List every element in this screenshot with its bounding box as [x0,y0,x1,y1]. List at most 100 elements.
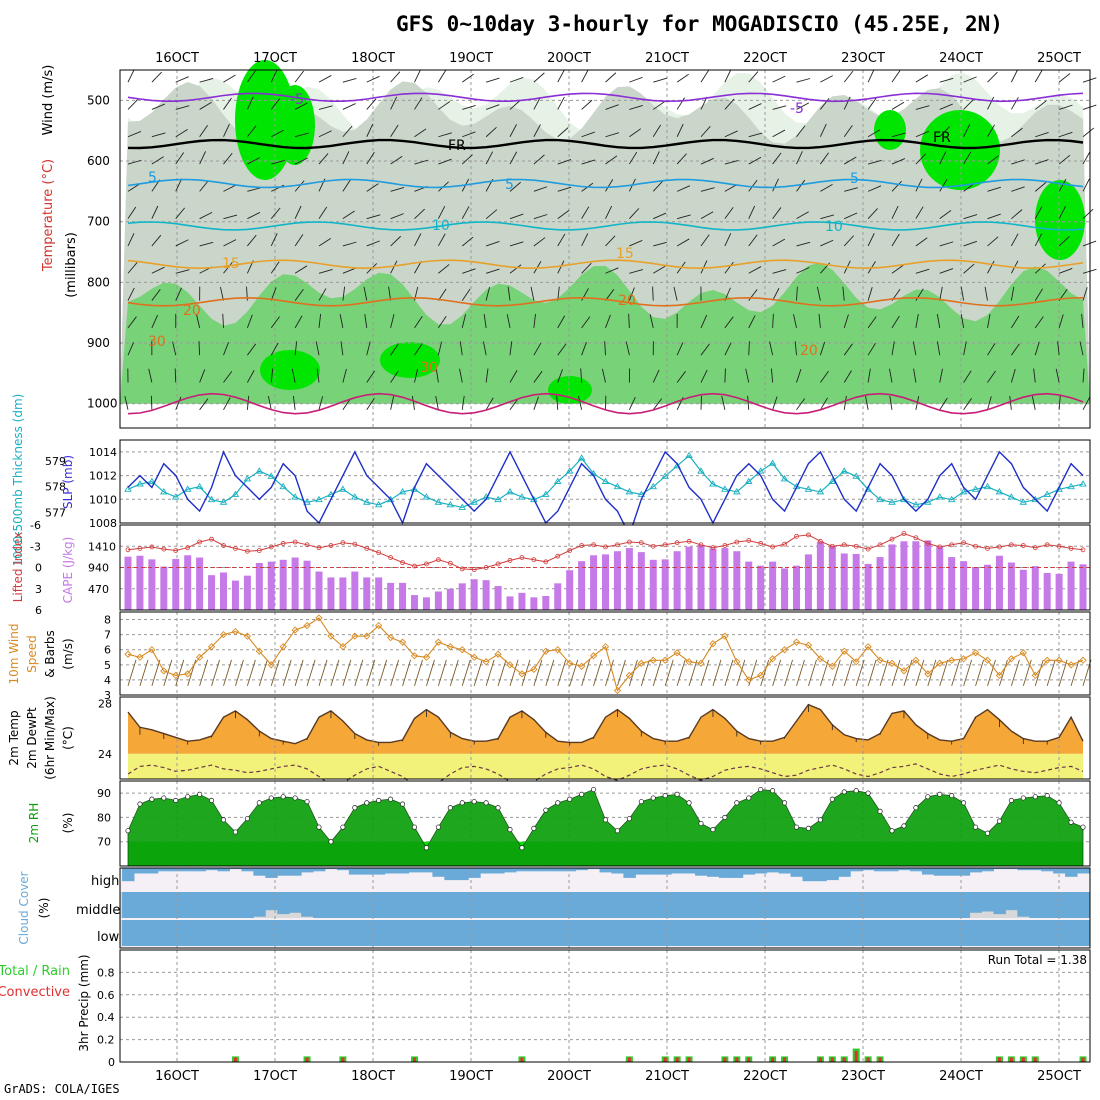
thickness-point [577,454,586,461]
wind-point [661,656,669,664]
upper-barb [557,286,560,301]
wind-ytick: 6 [104,644,111,657]
wind-point [589,652,598,660]
upper-barb [174,368,177,383]
upper-barb [868,159,882,165]
cloud-bar [897,920,911,946]
cloud-bar [313,868,326,872]
dew-line [127,763,1084,790]
upper-barb [629,240,643,247]
cloud-bar [504,868,517,873]
cloud-bar [742,920,756,946]
upper-barb [820,183,833,192]
thickness-point [160,488,168,495]
panel-frame-cape [119,524,1091,611]
cloud-bar [718,892,732,918]
wind-barb [915,659,925,687]
cloud-bar [874,892,887,918]
rh-point [364,800,370,806]
thickness-point [494,495,502,503]
rh-point [125,828,131,834]
lifted-point [698,542,704,548]
upper-barb [509,398,519,411]
cloud-bar [981,892,994,912]
wind-point [1019,649,1027,657]
upper-barb [533,186,548,192]
wind-barb [975,659,984,687]
isotherm-label: 30 [420,360,438,376]
upper-barb [1010,97,1019,110]
cloud-bar [169,892,183,918]
cloud-bar [480,920,493,946]
isotherm-label: 15 [616,246,634,262]
cloud-bar [671,892,684,918]
cloud-bar [826,920,839,946]
upper-barb [748,266,762,274]
precip-conv-bar [305,1057,309,1062]
cape-bar [900,541,908,610]
cloud-bar [730,920,744,946]
upper-barb [581,69,589,83]
upper-barb [772,152,782,165]
upper-barb [867,97,877,110]
precip-conv-bar [854,1050,858,1062]
upper-barb [796,179,806,192]
upper-barb [247,234,257,247]
cape-bar [196,557,204,610]
upper-barb [557,96,565,110]
upper-barb [915,268,930,274]
upper-barb [796,398,806,411]
upper-barb [844,187,858,192]
wind-point [434,638,443,646]
upper-barb [605,267,619,274]
upper-barb [1011,209,1023,220]
thickness-point [744,477,753,484]
wind-barb [449,659,459,687]
wind-point [721,632,729,640]
wind-barb [402,659,411,687]
cape-bar [1019,569,1027,610]
cape-bar [458,583,466,610]
rh-point [197,791,203,797]
upper-barb [625,341,630,356]
upper-barb [318,75,332,83]
lifted-point [794,533,799,539]
upper-barb [867,185,882,192]
lifted-point [1032,545,1038,551]
upper-barb [581,206,590,219]
wind-barb [330,659,340,687]
cape-bar [494,586,502,610]
cloud-bar [1077,920,1090,946]
cloud-bar [492,868,505,874]
upper-barb [342,241,357,247]
upper-barb [533,124,541,137]
upper-barb [175,178,183,192]
upper-barb [438,288,447,301]
upper-barb [629,76,643,83]
upper-barb [509,181,521,192]
upper-barb [127,342,135,356]
upper-barb [1082,151,1091,165]
upper-barb [700,126,711,138]
upper-barb [748,179,758,192]
lifted-point [412,563,417,569]
cloud-bar [133,868,147,874]
upper-barb [127,233,135,247]
lifted-point [400,560,405,565]
wind-point [375,621,383,630]
upper-barb [649,314,654,328]
wind-barb [605,659,614,687]
thickness-point [219,498,228,505]
upper-barb [1055,368,1060,383]
cloud-bar [635,920,648,946]
wind-point [315,614,323,622]
wind-barb [831,659,841,687]
thickness-point [553,477,562,484]
lifted-point [388,555,394,560]
wind-barb [378,659,388,687]
cloud-bar [229,920,242,946]
lifted-point [853,543,859,549]
upper-barb [295,132,309,138]
cloud-bar [241,892,254,918]
thickness-point [279,482,287,490]
